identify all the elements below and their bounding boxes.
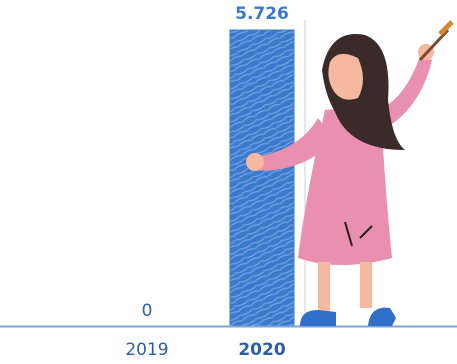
x-tick-label: 2020 bbox=[238, 340, 285, 360]
bar bbox=[229, 29, 295, 327]
value-label: 0 bbox=[142, 301, 153, 321]
illustration bbox=[246, 20, 454, 326]
x-tick-label: 2019 bbox=[125, 340, 168, 360]
value-label: 5.726 bbox=[235, 4, 289, 24]
